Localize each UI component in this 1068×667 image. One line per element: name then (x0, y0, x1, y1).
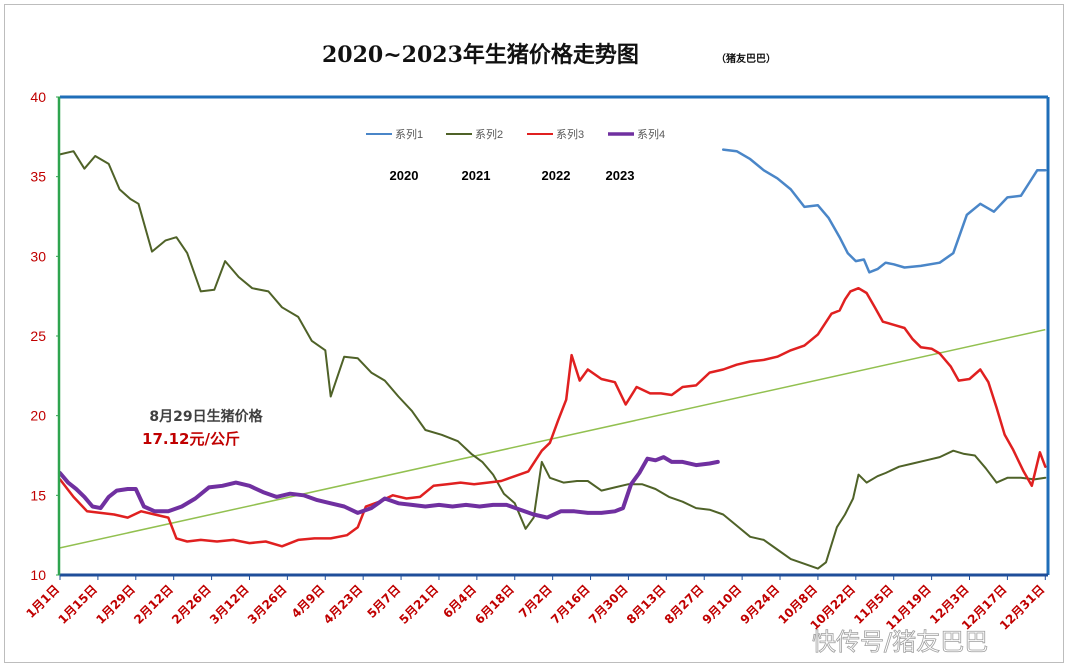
legend-label-1: 系列1 (395, 127, 423, 141)
year-label-2022: 2022 (542, 168, 571, 183)
series-line-3 (58, 286, 1047, 548)
x-tick-label: 3月12日 (207, 582, 252, 627)
x-tick-label: 5月21日 (396, 582, 441, 627)
x-tick-label: 9月10日 (700, 582, 745, 627)
series-layer (58, 148, 1047, 570)
y-tick-label: 10 (30, 567, 46, 583)
x-tick-label: 1月15日 (55, 582, 100, 627)
legend-label-4: 系列4 (637, 127, 665, 141)
chart-subtitle: （猪友巴巴） (716, 52, 776, 65)
x-tick-label: 9月24日 (738, 582, 783, 627)
x-tick-label: 8月27日 (662, 582, 707, 627)
annotation-price-label: 17.12元/公斤 (142, 430, 240, 448)
watermark-text: 快传号/猪友巴巴 (812, 628, 988, 656)
x-tick-label: 6月18日 (472, 582, 517, 627)
y-tick-label: 25 (30, 328, 46, 344)
series-line-4 (58, 455, 720, 520)
year-label-2020: 2020 (390, 168, 419, 183)
annotation-date-label: 8月29日生猪价格 (149, 408, 263, 425)
x-tick-label: 8月13日 (624, 582, 669, 627)
x-tick-label: 1月29日 (93, 582, 138, 627)
series-line-1 (721, 148, 1047, 274)
x-tick-label: 4月23日 (321, 582, 366, 627)
series-line-2 (59, 150, 1047, 570)
legend-label-2: 系列2 (475, 127, 503, 141)
x-tick-label: 2月12日 (131, 582, 176, 627)
legend-label-3: 系列3 (556, 127, 584, 141)
year-label-2023: 2023 (606, 168, 635, 183)
x-tick-label: 3月26日 (245, 582, 290, 627)
x-tick-label: 7月30日 (586, 582, 631, 627)
y-tick-label: 40 (30, 89, 46, 105)
legend: 系列1 系列2 系列3 系列4 (366, 127, 665, 141)
y-tick-label: 15 (30, 487, 46, 503)
chart-title: 2020~2023年生猪价格走势图 (322, 42, 639, 68)
x-tick-label: 2月26日 (169, 582, 214, 627)
plot-area (60, 97, 1048, 575)
y-tick-label: 20 (30, 408, 46, 424)
y-tick-label: 35 (30, 169, 46, 185)
year-label-2021: 2021 (462, 168, 491, 183)
y-tick-label: 30 (30, 248, 46, 264)
year-labels: 2020 2021 2022 2023 (390, 168, 635, 183)
y-axis: 10 15 20 25 30 35 40 (30, 89, 60, 583)
x-tick-label: 7月16日 (548, 582, 593, 627)
